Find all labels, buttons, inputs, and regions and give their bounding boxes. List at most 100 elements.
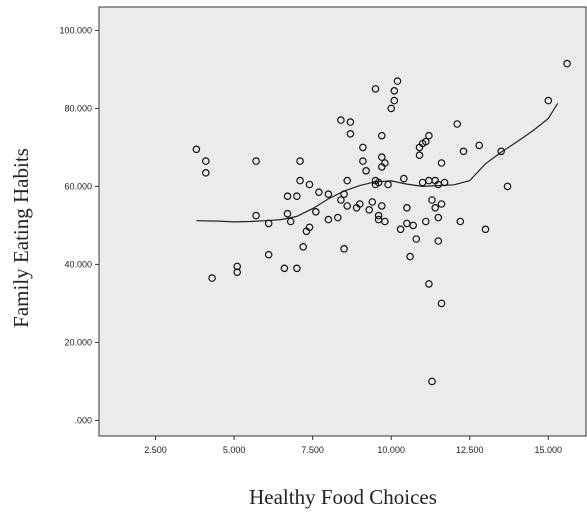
data-point <box>390 87 399 95</box>
data-point <box>296 176 304 185</box>
data-point <box>415 151 424 160</box>
data-point <box>305 223 314 232</box>
y-tick-label: 40.000 <box>64 259 92 269</box>
data-point <box>374 178 383 187</box>
data-point <box>403 204 411 212</box>
x-tick-label: 7.500 <box>301 445 324 455</box>
data-point <box>406 252 414 261</box>
data-point <box>425 131 433 140</box>
x-tick-label: 5.000 <box>223 445 246 455</box>
data-point <box>440 178 449 187</box>
data-point <box>453 120 462 128</box>
data-point <box>192 145 201 154</box>
y-tick-label: .000 <box>74 415 92 425</box>
data-point <box>346 118 355 126</box>
data-point <box>305 180 314 189</box>
data-point <box>456 217 465 226</box>
data-point <box>437 159 446 167</box>
x-tick-label: 15.000 <box>535 445 563 455</box>
data-point <box>340 190 348 199</box>
data-point <box>340 245 348 253</box>
data-point <box>233 268 242 277</box>
data-point <box>396 225 405 234</box>
y-axis-ticks: .000 20.000 40.000 60.000 80.000 100.000 <box>59 25 99 425</box>
data-point <box>475 141 484 150</box>
data-point <box>381 159 389 167</box>
data-point <box>296 157 304 165</box>
data-point <box>337 196 345 204</box>
plot-area <box>98 6 587 437</box>
data-point <box>544 96 553 105</box>
y-tick-label: 80.000 <box>64 103 92 113</box>
data-point <box>324 190 333 199</box>
x-axis-ticks: 2.500 5.000 7.500 10.000 12.500 15.000 <box>144 436 562 455</box>
data-point <box>431 204 440 212</box>
data-point <box>497 147 506 156</box>
data-point <box>252 211 260 220</box>
y-axis-title: Family Eating Habits <box>9 148 33 328</box>
data-point <box>381 217 389 226</box>
x-axis-title: Healthy Food Choices <box>249 485 437 509</box>
data-point <box>421 137 430 146</box>
data-point <box>377 153 386 161</box>
data-point <box>434 213 443 222</box>
data-point <box>337 116 345 124</box>
data-point <box>311 208 320 216</box>
x-tick-label: 12.500 <box>456 445 484 455</box>
data-point <box>362 167 370 175</box>
data-point <box>202 169 210 177</box>
data-point <box>437 200 446 208</box>
data-point <box>368 198 377 206</box>
y-tick-label: 20.000 <box>64 337 92 347</box>
data-point <box>359 143 367 152</box>
x-tick-label: 10.000 <box>377 445 405 455</box>
data-point <box>481 225 490 234</box>
data-point <box>264 219 273 228</box>
data-point <box>343 176 352 185</box>
data-point <box>421 217 430 226</box>
data-point <box>425 280 433 288</box>
data-point <box>315 188 323 197</box>
data-point <box>293 264 301 273</box>
data-point <box>293 192 301 201</box>
data-point <box>384 180 392 189</box>
data-point <box>299 243 308 251</box>
y-tick-label: 60.000 <box>64 181 92 191</box>
data-point <box>286 217 295 226</box>
data-point <box>412 235 421 243</box>
data-point <box>343 202 352 210</box>
data-point <box>371 85 380 93</box>
data-point <box>359 157 367 165</box>
data-point <box>283 192 292 201</box>
data-point <box>399 174 408 183</box>
data-point <box>374 211 383 220</box>
data-point <box>252 157 260 165</box>
data-points <box>192 59 571 386</box>
data-point <box>390 96 399 105</box>
data-point <box>393 77 402 85</box>
data-point <box>503 182 512 191</box>
data-point <box>459 147 468 156</box>
y-tick-label: 100.000 <box>59 25 92 35</box>
data-point <box>428 377 436 386</box>
data-point <box>264 250 273 259</box>
data-point <box>324 215 333 224</box>
data-point <box>365 206 374 214</box>
data-point <box>434 237 443 245</box>
data-point <box>333 213 342 222</box>
x-tick-label: 2.500 <box>144 445 167 455</box>
data-point <box>208 274 216 282</box>
data-point <box>280 264 289 273</box>
data-point <box>377 131 386 140</box>
data-point <box>437 299 446 308</box>
data-point <box>355 200 364 208</box>
data-point <box>283 209 292 218</box>
data-point <box>563 59 571 68</box>
data-point <box>202 157 210 165</box>
data-point <box>387 104 396 113</box>
data-point <box>409 221 418 230</box>
data-point <box>377 202 386 210</box>
data-point <box>428 196 436 204</box>
data-point <box>346 130 355 138</box>
